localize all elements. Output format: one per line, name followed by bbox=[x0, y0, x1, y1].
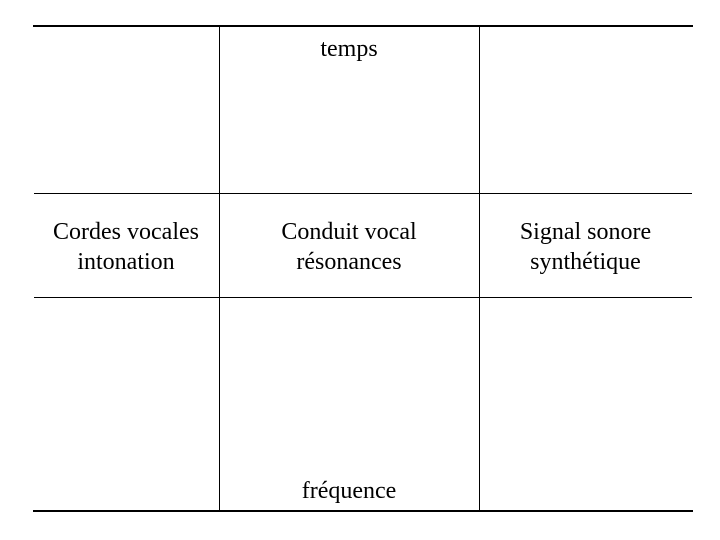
cell-top-middle: temps bbox=[219, 34, 479, 64]
grid-line-h-top bbox=[33, 25, 693, 27]
cell-mid-left: Cordes vocales intonation bbox=[33, 217, 219, 277]
cell-bottom-middle: fréquence bbox=[219, 476, 479, 506]
label-conduit-vocal: Conduit vocal bbox=[219, 217, 479, 247]
label-temps: temps bbox=[219, 34, 479, 64]
grid-line-h-mid-lower bbox=[34, 297, 692, 298]
cell-mid-right: Signal sonore synthétique bbox=[479, 217, 692, 277]
label-synthetique: synthétique bbox=[479, 247, 692, 277]
label-resonances: résonances bbox=[219, 247, 479, 277]
label-cordes-vocales: Cordes vocales bbox=[33, 217, 219, 247]
cell-mid-middle: Conduit vocal résonances bbox=[219, 217, 479, 277]
label-frequence: fréquence bbox=[219, 476, 479, 506]
grid-line-h-mid-upper bbox=[34, 193, 692, 194]
diagram-stage: temps Cordes vocales intonation Conduit … bbox=[0, 0, 720, 540]
label-signal-sonore: Signal sonore bbox=[479, 217, 692, 247]
grid-line-h-bottom bbox=[33, 510, 693, 512]
label-intonation: intonation bbox=[33, 247, 219, 277]
